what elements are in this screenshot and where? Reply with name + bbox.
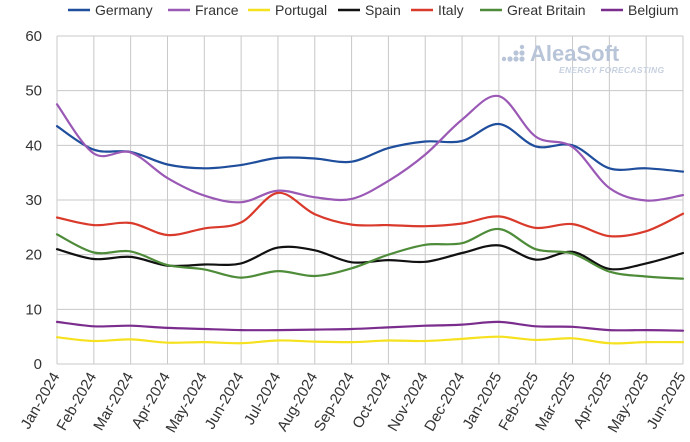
logo-dot — [513, 56, 519, 62]
logo-dot — [519, 44, 525, 50]
logo-dot — [513, 50, 519, 56]
series-line-spain — [55, 244, 685, 271]
legend-label-france: France — [195, 2, 239, 18]
watermark-brand: AleaSoft — [530, 41, 620, 66]
legend: Germany France Portugal Spain Italy Great Bri… — [68, 2, 679, 18]
y-axis: 0 10 20 30 40 50 60 — [25, 28, 42, 373]
series-line-great-britain — [55, 227, 685, 280]
logo-dot — [519, 56, 525, 62]
series-line-france — [55, 94, 685, 204]
series-line-italy — [55, 191, 685, 238]
legend-label-spain: Spain — [365, 2, 401, 18]
series-line-germany — [55, 122, 685, 173]
y-tick-label: 10 — [25, 301, 42, 318]
legend-label-italy: Italy — [438, 2, 464, 18]
y-tick-label: 60 — [25, 28, 42, 45]
watermark: AleaSoft ENERGY FORECASTING — [501, 41, 664, 75]
dots-grid-icon — [501, 44, 525, 62]
legend-label-great-britain: Great Britain — [507, 2, 586, 18]
legend-label-belgium: Belgium — [628, 2, 679, 18]
x-axis: Jan-2024Feb-2024Mar-2024Apr-2024May-2024… — [17, 369, 689, 435]
y-tick-label: 50 — [25, 83, 42, 100]
series-line-portugal — [55, 335, 685, 345]
legend-label-germany: Germany — [95, 2, 153, 18]
y-tick-label: 20 — [25, 247, 42, 264]
series-line-belgium — [55, 320, 685, 332]
y-tick-label: 0 — [34, 356, 42, 373]
logo-dot — [519, 50, 525, 56]
logo-dot — [507, 56, 513, 62]
watermark-tagline: ENERGY FORECASTING — [559, 65, 664, 75]
series-lines — [55, 94, 685, 345]
y-tick-label: 40 — [25, 137, 42, 154]
grid-lines — [56, 35, 684, 365]
logo-dot — [501, 56, 507, 62]
legend-label-portugal: Portugal — [275, 2, 327, 18]
y-tick-label: 30 — [25, 192, 42, 209]
